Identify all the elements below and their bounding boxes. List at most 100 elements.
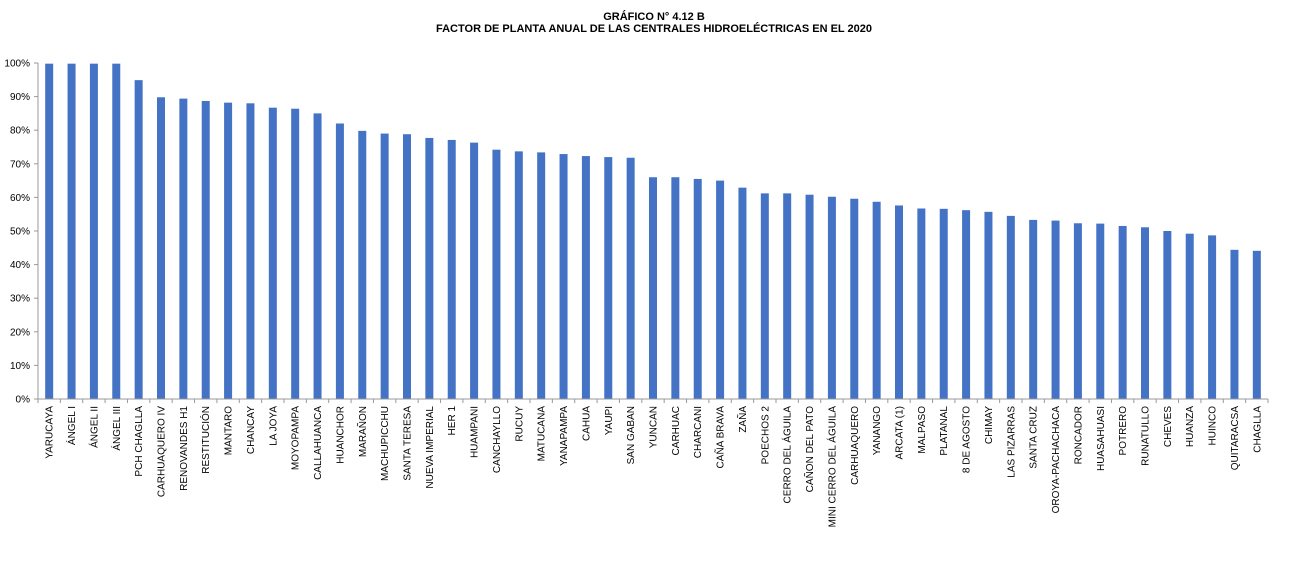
bar	[581, 156, 590, 399]
bar	[425, 137, 434, 399]
x-category-label: RESTITUCIÓN	[199, 406, 212, 474]
x-category-label: CHANCAY	[246, 406, 257, 454]
x-category-label: MACHUPICCHU	[380, 406, 391, 481]
bar	[157, 97, 165, 400]
x-category-label: YAUPI	[604, 406, 615, 435]
x-category-label: YUNCAN	[649, 406, 660, 448]
bar	[1006, 215, 1015, 399]
x-category-label: SAN GABAN	[626, 406, 637, 464]
x-category-label: MARAÑON	[356, 406, 369, 457]
x-category-label: CHARCANI	[693, 406, 704, 458]
x-category-label: 8 DE AGOSTO	[962, 406, 973, 473]
x-category-label: MOYOPAMPA	[291, 406, 302, 470]
x-category-label: ÁNGEL III	[110, 406, 123, 451]
bar	[850, 198, 859, 399]
x-category-label: HUINCO	[1208, 406, 1219, 446]
bar	[201, 100, 210, 399]
x-category-label: POTRERO	[1118, 406, 1129, 456]
bar	[514, 151, 523, 399]
x-category-label: POECHOS 2	[760, 406, 771, 465]
bar	[1252, 250, 1261, 399]
x-category-label: SANTA TERESA	[403, 406, 414, 481]
bar	[1163, 231, 1172, 399]
x-category-label: RUCUY	[514, 406, 525, 442]
bar	[962, 210, 971, 399]
x-category-label: CHAGLLA	[1252, 406, 1263, 453]
bar	[738, 187, 747, 399]
y-tick-label: 60%	[10, 193, 30, 204]
x-category-label: HUANCHOR	[335, 406, 346, 464]
chart-title: GRÁFICO N° 4.12 B	[603, 11, 705, 23]
bar	[872, 201, 881, 399]
y-axis-ticks: 0% 10% 20% 30% 40% 50% 60% 70% 80% 90% 100%	[4, 59, 38, 406]
x-category-label: CALLAHUANCA	[313, 406, 324, 480]
x-category-label: CHEVES	[1163, 406, 1174, 447]
bar	[89, 63, 98, 400]
bar	[447, 139, 456, 399]
x-category-label: CAÑA BRAVA	[714, 406, 727, 469]
x-category-label: RONCADOR	[1073, 406, 1084, 464]
bar	[917, 208, 926, 399]
bar	[313, 113, 322, 400]
bar	[604, 157, 613, 399]
bar	[805, 194, 814, 399]
x-category-label: MALPASO	[917, 406, 928, 454]
x-category-label: CARHUAQUERO IV	[157, 406, 168, 497]
y-tick-label: 90%	[10, 92, 30, 103]
bar	[895, 205, 903, 399]
x-category-label: PLATANAL	[939, 406, 950, 456]
bar	[291, 108, 300, 399]
y-tick-label: 100%	[4, 59, 30, 70]
y-tick-label: 40%	[10, 260, 30, 271]
x-category-label: CAHUA	[581, 406, 592, 441]
bar-series	[45, 63, 1261, 400]
bar	[335, 123, 344, 399]
bar	[45, 63, 54, 400]
y-tick-label: 10%	[10, 361, 30, 372]
y-tick-label: 80%	[10, 126, 30, 137]
x-category-label: CARHUAC	[671, 406, 682, 455]
x-category-label: CAÑON DEL PATO	[803, 406, 816, 493]
bar	[1096, 223, 1105, 399]
bar	[984, 211, 993, 399]
bar	[559, 154, 568, 399]
bar	[380, 133, 389, 399]
bar	[1073, 223, 1082, 399]
bar	[1141, 227, 1149, 399]
bar	[716, 180, 725, 399]
y-tick-label: 0%	[16, 395, 31, 406]
x-category-label: YANANGO	[872, 406, 883, 455]
bar	[827, 196, 836, 399]
x-category-label: HUANZA	[1185, 406, 1196, 447]
x-category-label: QUITARACSA	[1230, 406, 1241, 471]
x-category-label: YANAPAMPA	[559, 406, 570, 466]
x-category-label: OROYA-PACHACHACA	[1051, 406, 1062, 514]
x-category-label: ÁNGEL II	[87, 406, 100, 448]
bar	[1185, 233, 1194, 399]
y-tick-label: 30%	[10, 294, 30, 305]
x-category-label: CANCHAYLLO	[492, 406, 503, 473]
bar	[760, 193, 769, 399]
x-category-label: MINI CERRO DEL ÁGUILA	[825, 406, 838, 528]
x-category-label: SANTA CRUZ	[1029, 406, 1040, 469]
x-category-label: LAS PIZARRAS	[1006, 406, 1017, 478]
x-category-label: MANTARO	[224, 406, 235, 455]
bar	[671, 177, 680, 399]
bar	[1029, 219, 1038, 399]
x-category-label: ZAÑA	[736, 406, 749, 433]
bar	[693, 178, 702, 399]
bar	[1208, 235, 1217, 399]
y-tick-label: 70%	[10, 159, 30, 170]
x-category-label: MATUCANA	[537, 406, 548, 462]
y-tick-label: 20%	[10, 327, 30, 338]
bar	[179, 98, 188, 400]
bar	[403, 134, 411, 400]
x-category-label: PCH CHAGLLA	[134, 406, 145, 477]
bar	[649, 177, 657, 399]
bar	[67, 63, 76, 400]
bar	[1051, 220, 1060, 399]
x-category-label: RUNATULLO	[1141, 406, 1152, 466]
x-category-label: LA JOYA	[268, 406, 279, 446]
x-category-label: NUEVA IMPERIAL	[425, 406, 436, 489]
